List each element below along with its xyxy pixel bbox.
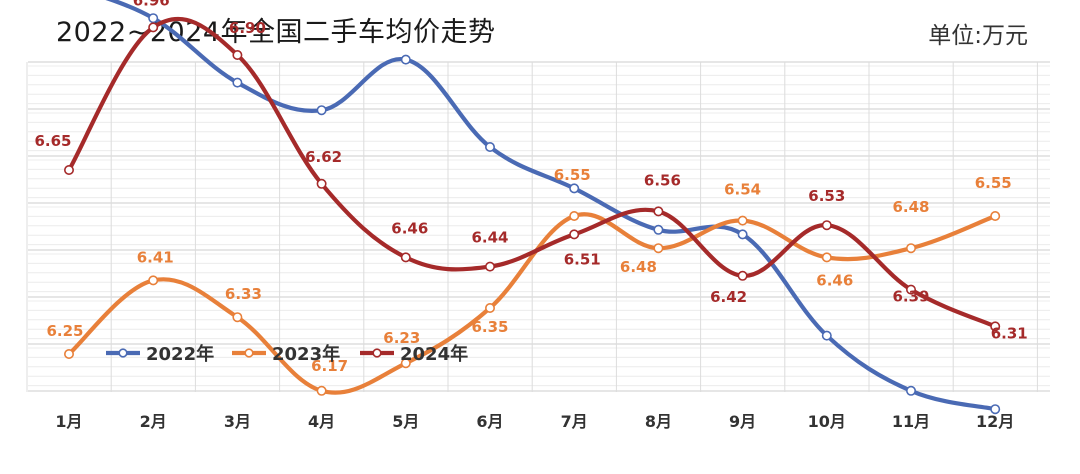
data-label: 6.39 [892,288,929,306]
grid [26,61,1050,392]
data-point [990,211,1001,222]
unit-label: 单位:万元 [928,23,1028,49]
data-label: 6.31 [991,324,1028,342]
x-tick-label: 12月 [976,412,1014,431]
data-point [484,142,495,153]
data-label: 6.53 [808,187,845,205]
data-label: 6.62 [305,148,342,166]
data-point [148,22,159,33]
data-point [148,13,159,24]
x-tick-label: 9月 [729,412,756,431]
data-point [232,312,243,323]
series-line [105,0,998,412]
x-tick-label: 11月 [892,412,930,431]
data-label: 6.96 [133,0,170,9]
series-2024年 [64,16,1001,332]
legend-marker [244,348,254,358]
x-tick-label: 6月 [476,412,503,431]
data-point [316,105,327,116]
data-point [990,321,1001,332]
data-point [484,261,495,272]
data-label: 6.48 [620,258,657,276]
data-point [64,165,75,176]
x-tick-label: 2月 [140,412,167,431]
data-point [400,252,411,263]
data-label: 6.46 [391,219,428,237]
data-point [64,348,75,359]
data-point [232,49,243,60]
data-point [148,275,159,286]
x-tick-label: 8月 [645,412,672,431]
data-label: 6.56 [644,171,681,189]
data-point [737,270,748,281]
data-label: 6.46 [816,271,853,289]
data-point [316,385,327,396]
x-tick-label: 4月 [308,412,335,431]
legend-label: 2023年 [272,343,340,365]
series-2023年 [64,211,1001,396]
data-label: 6.41 [137,248,174,266]
data-label: 6.42 [710,288,747,306]
x-tick-label: 7月 [561,412,588,431]
data-label: 6.48 [892,198,929,216]
data-point [653,224,664,235]
data-label: 6.17 [311,357,348,375]
data-label: 6.23 [383,329,420,347]
data-point [821,252,832,263]
data-point [821,330,832,341]
x-tick-label: 10月 [808,412,846,431]
data-label: 6.54 [724,181,761,199]
data-point [990,404,1001,415]
data-point [569,229,580,240]
data-label: 6.55 [554,166,591,184]
data-point [484,302,495,313]
chart-title: 2022~2024年全国二手车均价走势 [56,17,496,48]
data-label: 6.55 [975,174,1012,192]
data-point [316,178,327,189]
data-point [905,243,916,254]
x-tick-label: 1月 [55,412,82,431]
data-point [905,385,916,396]
data-point [569,183,580,194]
legend-marker [118,348,128,358]
legend-label: 2022年 [146,343,214,365]
data-label: 6.44 [471,229,508,247]
data-point [232,77,243,88]
legend: 2022年 2023年 2024年 [106,343,468,365]
data-label: 6.90 [229,19,266,37]
data-label: 6.65 [34,132,71,150]
data-label: 6.33 [225,285,262,303]
data-point [737,229,748,240]
data-point [737,215,748,226]
data-point [653,243,664,254]
data-point [653,206,664,217]
data-label: 6.51 [564,250,601,268]
x-tick-label: 3月 [224,412,251,431]
legend-label: 2024年 [400,343,468,365]
data-point [400,54,411,65]
data-label: 6.25 [46,322,83,340]
legend-marker [372,348,382,358]
series-2022年 [105,0,1001,415]
data-point [905,284,916,295]
data-label: 6.35 [471,318,508,336]
data-point [400,358,411,369]
x-tick-label: 5月 [392,412,419,431]
data-point [569,211,580,222]
data-point [821,220,832,231]
